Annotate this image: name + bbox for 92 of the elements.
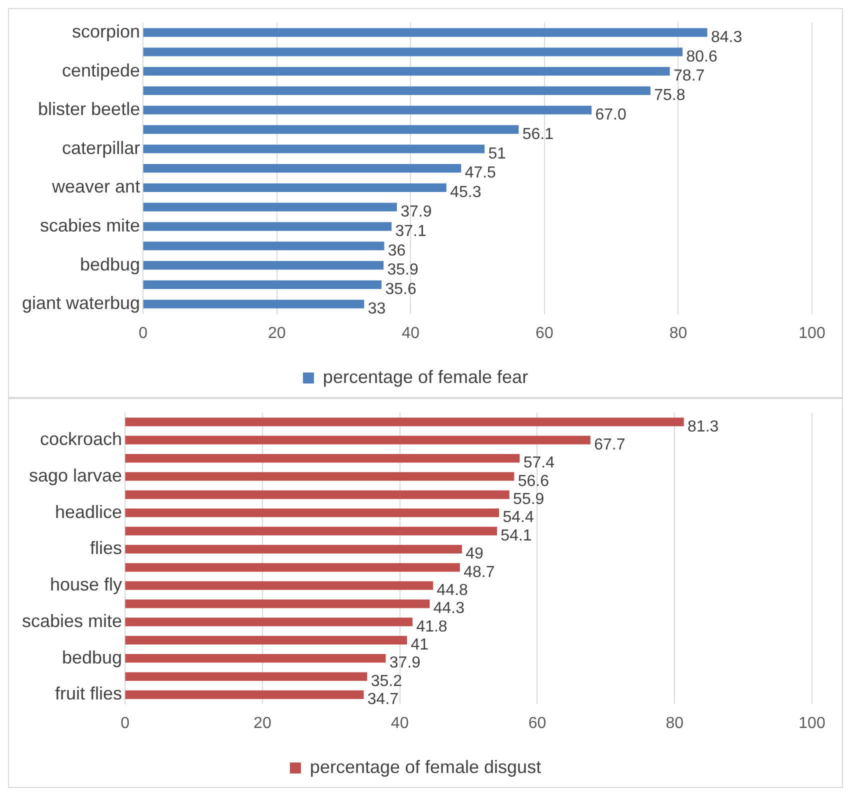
data-label: 37.1 [395,222,426,240]
bar [143,280,382,290]
bar [143,86,650,96]
bar [125,581,434,590]
bar [143,164,462,173]
bar [125,636,408,644]
x-tick-label: 40 [402,324,420,342]
data-label: 36 [388,242,406,260]
x-tick-label: 60 [536,324,554,342]
bar [125,563,460,572]
y-tick-label: giant waterbug [22,293,140,314]
bar [143,242,384,250]
y-tick-label: scorpion [72,21,140,42]
data-label: 57.4 [523,454,555,472]
data-label: 78.7 [674,68,705,85]
y-tick-label: blister beetle [38,99,140,120]
bar [143,66,670,76]
x-tick-label: 0 [138,324,148,342]
y-tick-label: bedbug [80,254,140,274]
data-label: 75.8 [654,87,686,104]
bar [125,490,510,499]
data-label: 34.7 [367,691,399,708]
bar [125,436,590,444]
data-label: 35.9 [387,262,418,279]
data-label: 44.3 [433,600,465,618]
bar [125,508,500,518]
x-tick-label: 20 [268,324,286,342]
data-label: 35.2 [370,672,402,690]
bar [143,106,592,114]
data-label: 67.7 [594,436,626,454]
y-tick-label: headlice [54,502,122,522]
data-label: 41.8 [416,618,448,636]
x-tick-label: 100 [798,324,826,342]
bar [143,202,397,212]
x-tick-label: 80 [666,714,684,732]
bar [125,690,364,700]
data-label: 35.6 [385,281,416,298]
data-label: 44.8 [436,582,468,599]
bar [125,599,430,608]
data-label: 48.7 [464,564,495,581]
bar [125,672,368,681]
data-label: 41 [410,636,429,654]
bar [125,418,684,426]
y-tick-label: centipede [62,60,140,80]
data-label: 47.5 [464,164,496,182]
bar [143,300,364,308]
data-label: 49 [466,546,484,563]
x-tick-label: 80 [669,324,688,342]
data-label: 84.3 [710,28,742,46]
y-tick-label: flies [90,538,122,558]
data-label: 45.3 [450,184,482,202]
y-tick-label: bedbug [62,647,122,668]
data-label: 51 [488,145,506,162]
y-tick-label: house fly [50,574,122,595]
bar [125,526,498,536]
bar [143,183,446,192]
bar [143,144,485,154]
y-tick-label: sago larvae [28,465,122,486]
legend-label: percentage of female disgust [310,756,542,777]
data-label: 54.4 [502,509,534,526]
y-tick-label: scabies mite [40,215,140,236]
bar [125,654,386,663]
y-tick-label: scabies mite [22,610,122,631]
x-tick-label: 40 [390,714,409,732]
data-label: 56.6 [518,472,550,490]
data-label: 55.9 [513,491,544,508]
bar [125,454,520,463]
data-label: 56.1 [522,126,554,143]
data-label: 67.0 [595,106,626,124]
legend-label: percentage of female fear [322,366,528,387]
data-label: 37.9 [400,204,432,221]
bar [143,125,519,134]
bar [143,222,392,231]
bar [143,260,384,270]
x-tick-label: 100 [798,714,826,732]
data-label: 81.3 [688,418,719,436]
bar [125,472,514,481]
data-label: 80.6 [686,48,718,66]
y-tick-label: cockroach [40,429,122,450]
bar [143,28,708,37]
x-tick-label: 20 [254,714,272,732]
data-label: 54.1 [500,527,532,544]
y-tick-label: weaver ant [51,176,140,197]
data-label: 37.9 [389,654,421,672]
bar [143,48,683,56]
x-tick-label: 0 [120,714,130,732]
y-tick-label: caterpillar [62,138,140,158]
y-tick-label: fruit flies [55,684,122,704]
bar [125,544,462,554]
data-label: 33 [368,300,386,318]
bar [125,618,413,626]
x-tick-label: 60 [528,714,546,732]
